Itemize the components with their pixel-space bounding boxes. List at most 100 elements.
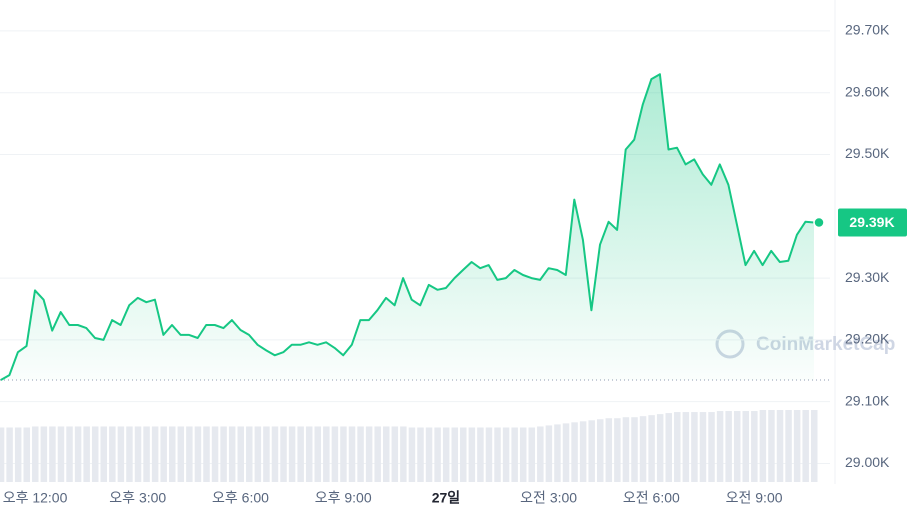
volume-bar — [425, 427, 433, 482]
volume-bar — [6, 427, 13, 482]
volume-bar — [614, 418, 621, 482]
x-tick-label: 오후 12:00 — [3, 490, 68, 506]
volume-bar — [785, 410, 792, 482]
volume-bar — [348, 426, 356, 482]
volume-bar — [631, 417, 638, 482]
volume-bar — [14, 427, 22, 482]
volume-bar — [186, 426, 193, 482]
x-tick-label: 오후 6:00 — [212, 490, 269, 506]
volume-bar — [374, 426, 381, 482]
volume-bar — [357, 426, 364, 482]
volume-bar — [417, 427, 424, 482]
watermark: CoinMarketCap — [0, 30, 895, 464]
y-tick-label: 29.30K — [845, 269, 890, 285]
volume-bar — [83, 426, 90, 482]
volume-bar — [160, 426, 167, 482]
volume-bar — [759, 410, 767, 482]
volume-bar — [254, 426, 262, 482]
volume-bar — [151, 426, 159, 482]
price-area — [0, 74, 815, 381]
volume-bar — [109, 426, 116, 482]
volume-bar — [177, 426, 185, 482]
volume-bar — [451, 427, 458, 482]
volume-bar — [271, 426, 279, 482]
volume-bar — [408, 427, 416, 482]
volume-bar — [648, 415, 655, 482]
volume-bar — [66, 426, 73, 482]
volume-bar — [220, 426, 227, 482]
volume-bar — [391, 426, 399, 482]
volume-bar — [49, 426, 56, 482]
volume-bar — [288, 426, 296, 482]
volume-bar — [639, 416, 647, 482]
volume-bar — [237, 426, 244, 482]
volume-bar — [305, 426, 313, 482]
volume-bar — [0, 427, 5, 482]
volume-bar — [246, 426, 253, 482]
price-line — [0, 73, 815, 381]
volume-bar — [365, 426, 373, 482]
volume-bar — [733, 411, 741, 482]
volume-bar — [802, 410, 809, 482]
volume-bar — [545, 425, 553, 482]
volume-bar — [400, 426, 407, 482]
x-tick-label: 오전 3:00 — [520, 490, 577, 506]
volume-bar — [100, 426, 108, 482]
volume-bar — [579, 421, 587, 482]
volume-bar — [263, 426, 270, 482]
volume-bar — [768, 410, 775, 482]
volume-bar — [91, 426, 99, 482]
y-tick-label: 29.50K — [845, 145, 890, 161]
volume-bar — [340, 426, 347, 482]
volume-bar — [23, 427, 30, 482]
volume-bar — [674, 412, 681, 482]
volume-bar — [477, 427, 484, 482]
y-tick-label: 29.60K — [845, 83, 890, 99]
volume-bar — [656, 414, 664, 482]
volume-bar — [74, 426, 82, 482]
volume-bar — [228, 426, 236, 482]
volume-bar — [562, 423, 570, 482]
volume-bar — [554, 424, 561, 482]
volume-bar — [297, 426, 304, 482]
volume-bar — [751, 411, 758, 482]
current-price-box — [838, 208, 907, 237]
volume-bar — [494, 427, 501, 482]
volume-bar — [571, 422, 578, 482]
y-tick-label: 29.70K — [845, 22, 890, 38]
volume-bar — [597, 419, 604, 482]
volume-bar — [742, 411, 750, 482]
volume-bar — [211, 426, 219, 482]
volume-bar — [682, 412, 690, 482]
volume-bar — [32, 426, 39, 482]
volume-bar — [280, 426, 287, 482]
volume-bar — [331, 426, 339, 482]
y-tick-label: 29.10K — [845, 392, 890, 408]
volume-bar — [665, 413, 672, 482]
volume-bar — [57, 426, 65, 482]
volume-bar — [537, 426, 544, 482]
volume-bar — [725, 411, 732, 482]
volume-bar — [588, 420, 595, 482]
volume-bar — [699, 412, 707, 482]
volume-bar — [314, 426, 322, 482]
volume-bar — [502, 427, 510, 482]
volume-bar — [194, 426, 202, 482]
x-tick-label: 27일 — [432, 490, 460, 506]
volume-bar — [134, 426, 142, 482]
volume-bar — [323, 426, 330, 482]
volume-bar — [117, 426, 125, 482]
volume-bar — [622, 417, 630, 482]
x-tick-label: 오후 9:00 — [315, 490, 372, 506]
volume-bar — [511, 427, 518, 482]
volume-bar — [442, 427, 450, 482]
volume-bar — [716, 411, 724, 482]
x-tick-label: 오전 6:00 — [623, 490, 680, 506]
x-tick-label: 오전 9:00 — [726, 490, 783, 506]
volume-bar — [793, 410, 801, 482]
current-price-label: 29.39K — [849, 214, 894, 230]
volume-bar — [468, 427, 476, 482]
volume-bar — [485, 427, 493, 482]
volume-bar — [811, 410, 818, 482]
